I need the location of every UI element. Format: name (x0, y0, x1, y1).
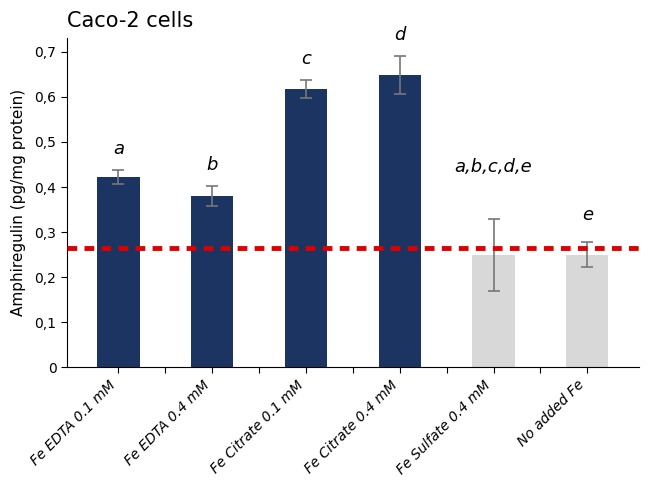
Text: c: c (301, 50, 311, 68)
Text: b: b (207, 156, 218, 174)
Y-axis label: Amphiregulin (pg/mg protein): Amphiregulin (pg/mg protein) (11, 89, 26, 316)
Bar (191, 196, 233, 367)
Bar (98, 177, 140, 367)
Text: Caco-2 cells: Caco-2 cells (67, 11, 193, 31)
Text: d: d (394, 26, 406, 43)
Bar (379, 75, 421, 367)
Text: e: e (582, 206, 593, 224)
Bar (285, 89, 327, 367)
Bar (566, 255, 608, 367)
Text: a: a (113, 140, 124, 158)
Text: a,b,c,d,e: a,b,c,d,e (454, 158, 532, 176)
Bar (473, 255, 515, 367)
